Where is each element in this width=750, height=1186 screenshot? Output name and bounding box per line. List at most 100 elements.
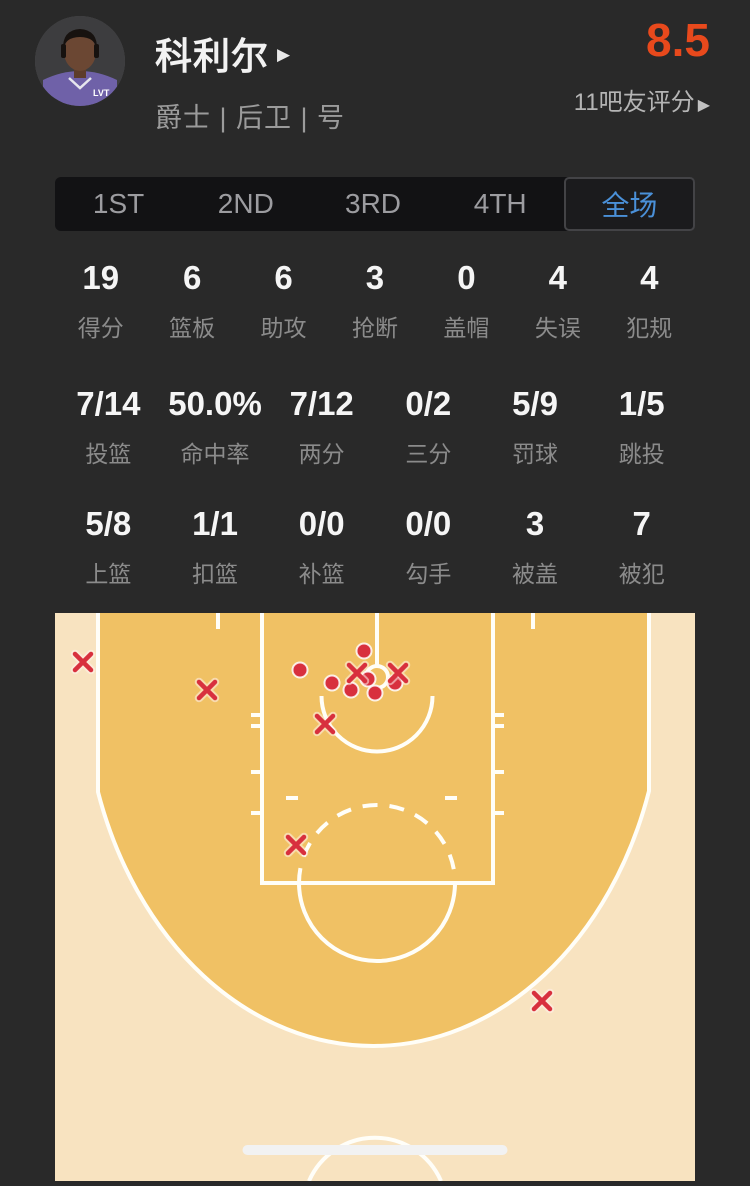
stat-value: 7/12 — [289, 385, 354, 422]
stat-value: 5/9 — [512, 385, 558, 422]
missed-shot-marker — [72, 651, 94, 673]
center-circle-arc — [307, 1135, 443, 1182]
stat-label: 三分 — [405, 441, 452, 467]
tab-full-game[interactable]: 全场 — [563, 177, 696, 231]
jersey-text: LVT — [93, 88, 110, 98]
made-shot-marker — [366, 684, 384, 702]
stat-label: 助攻 — [260, 315, 307, 341]
stat-value: 4 — [548, 259, 567, 296]
tab-3rd-label: 3RD — [345, 188, 402, 219]
rating-source: 11吧友评分 ▶ — [540, 82, 710, 117]
stat-3pt: 0/2 三分 — [375, 385, 482, 469]
stat-label: 得分 — [77, 315, 124, 341]
stat-value: 19 — [82, 259, 120, 296]
missed-shot-marker — [285, 834, 307, 856]
player-subtitle: 爵士 | 后卫 | 号 — [155, 103, 346, 133]
stat-putback: 0/0 补篮 — [268, 505, 375, 589]
rating-score: 8.5 — [646, 14, 710, 66]
tab-2nd[interactable]: 2ND — [182, 177, 309, 231]
stat-value: 7 — [632, 505, 651, 542]
stat-value: 1/1 — [192, 505, 238, 542]
tab-4th[interactable]: 4TH — [437, 177, 564, 231]
stat-value: 0/0 — [298, 505, 345, 542]
tab-2nd-label: 2ND — [217, 188, 274, 219]
shot-chart-svg — [55, 613, 695, 1182]
stat-blocked: 3 被盖 — [482, 505, 589, 589]
stat-value: 7/14 — [76, 385, 141, 422]
player-photo-illustration: LVT — [35, 16, 125, 106]
made-shot-marker — [355, 642, 373, 660]
player-name: 科利尔 — [155, 36, 269, 77]
baseline-hash-marks — [216, 613, 535, 629]
name-arrow-icon: ▶ — [277, 45, 291, 64]
stat-value: 0/0 — [405, 505, 452, 542]
tab-4th-label: 4TH — [473, 188, 527, 219]
stat-label: 投篮 — [85, 441, 132, 467]
stat-label: 盖帽 — [443, 315, 490, 341]
stat-label: 两分 — [298, 441, 345, 467]
player-info: 科利尔 ▶ 爵士 | 后卫 | 号 — [155, 16, 540, 135]
stat-dunk: 1/1 扣篮 — [162, 505, 269, 589]
stat-layup: 5/8 上篮 — [55, 505, 162, 589]
stat-blocks: 0 盖帽 — [421, 259, 512, 343]
stat-fouled: 7 被犯 — [588, 505, 695, 589]
shot-chart-markers — [70, 642, 555, 1014]
home-indicator[interactable] — [242, 1145, 508, 1155]
quarter-tab-bar: 1ST 2ND 3RD 4TH 全场 — [55, 177, 696, 231]
free-throw-circle-dashed — [297, 803, 457, 884]
missed-shot-marker — [387, 662, 409, 684]
tab-1st[interactable]: 1ST — [55, 177, 182, 231]
key-lane-lines — [260, 613, 495, 885]
stat-row-2: 7/14 投篮 50.0% 命中率 7/12 两分 0/2 三分 5/9 罚球 1/5 跳投 — [55, 385, 695, 469]
stat-label: 跳投 — [618, 441, 665, 467]
stat-label: 扣篮 — [192, 561, 238, 587]
stat-value: 3 — [525, 505, 545, 542]
stat-turnovers: 4 失误 — [512, 259, 603, 343]
player-avatar[interactable]: LVT — [35, 16, 125, 106]
court-inbounds-area — [98, 613, 649, 1046]
player-header: LVT 科利尔 ▶ 爵士 | 后卫 | 号 8.5 11吧友评分 ▶ — [0, 0, 750, 135]
made-shot-marker — [291, 661, 309, 679]
stat-row-1: 19 得分 6 篮板 6 助攻 3 抢断 0 盖帽 4 失误 4 犯规 — [55, 259, 695, 343]
stat-label: 犯规 — [626, 315, 673, 341]
stat-label: 被盖 — [512, 561, 559, 587]
stat-value: 0/2 — [405, 385, 452, 422]
tab-3rd[interactable]: 3RD — [309, 177, 436, 231]
stat-label: 命中率 — [180, 441, 250, 467]
stat-label: 失误 — [534, 315, 581, 341]
stat-points: 19 得分 — [55, 259, 146, 343]
stat-value: 50.0% — [168, 385, 262, 422]
stat-ft: 5/9 罚球 — [482, 385, 589, 469]
stat-value: 5/8 — [85, 505, 132, 542]
stat-row-3: 5/8 上篮 1/1 扣篮 0/0 补篮 0/0 勾手 3 被盖 7 被犯 — [55, 505, 695, 589]
stat-label: 勾手 — [405, 561, 452, 587]
shot-chart — [55, 613, 695, 1182]
missed-shot-marker — [196, 679, 218, 701]
stat-value: 4 — [640, 259, 659, 296]
rating-block[interactable]: 8.5 11吧友评分 ▶ — [540, 16, 710, 117]
free-throw-circle-solid — [297, 882, 457, 963]
stat-value: 1/5 — [618, 385, 665, 422]
tab-1st-label: 1ST — [92, 188, 145, 219]
stat-label: 篮板 — [169, 315, 216, 341]
rating-source-text: 11吧友评分 — [573, 89, 695, 116]
stat-fg: 7/14 投篮 — [55, 385, 162, 469]
tab-full-game-label: 全场 — [601, 190, 658, 221]
stat-value: 0 — [457, 259, 476, 296]
stat-label: 罚球 — [512, 441, 559, 467]
stat-label: 被犯 — [618, 561, 665, 587]
stat-label: 抢断 — [351, 315, 398, 341]
three-point-line — [96, 613, 651, 1048]
stat-label: 补篮 — [298, 561, 345, 587]
player-name-row[interactable]: 科利尔 ▶ — [155, 26, 540, 80]
made-shot-marker — [323, 674, 341, 692]
stat-rebounds: 6 篮板 — [146, 259, 237, 343]
stat-hook: 0/0 勾手 — [375, 505, 482, 589]
stat-fg-pct: 50.0% 命中率 — [162, 385, 269, 469]
stat-value: 6 — [182, 259, 202, 296]
stat-2pt: 7/12 两分 — [268, 385, 375, 469]
stat-value: 6 — [274, 259, 293, 296]
stat-steals: 3 抢断 — [329, 259, 420, 343]
lane-tick-marks — [251, 713, 504, 815]
missed-shot-marker — [314, 713, 336, 735]
